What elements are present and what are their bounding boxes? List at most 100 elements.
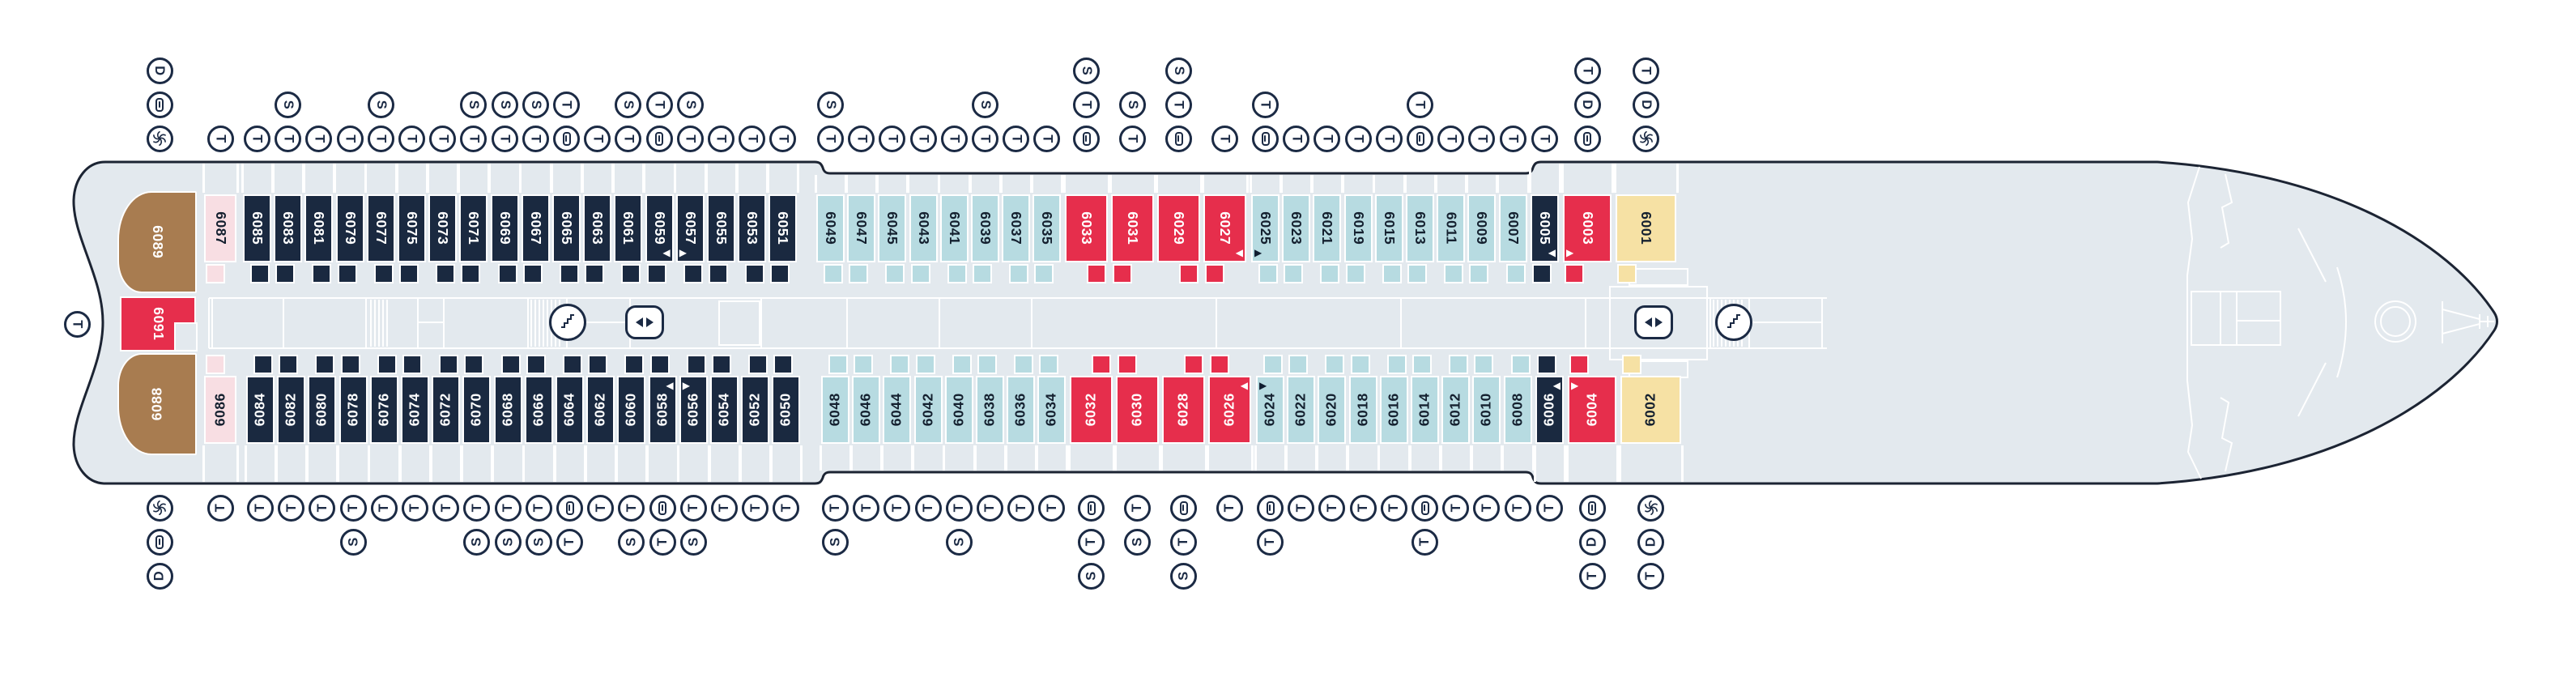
cabin-6088[interactable]: 6088 — [117, 353, 197, 455]
cabin-6049[interactable]: 6049 — [816, 194, 845, 262]
cabin-6072[interactable]: 6072 — [432, 376, 461, 444]
cabin-6046[interactable]: 6046 — [852, 376, 881, 444]
cabin-6060[interactable]: 6060 — [617, 376, 646, 444]
cabin-6010[interactable]: 6010 — [1472, 376, 1501, 444]
cabin-6033[interactable]: 6033 — [1065, 194, 1108, 262]
cabin-6081[interactable]: 6081 — [304, 194, 334, 262]
cabin-6045[interactable]: 6045 — [878, 194, 907, 262]
cabin-bathroom-box — [910, 264, 930, 283]
cabin-6014[interactable]: 6014 — [1411, 376, 1439, 444]
cabin-6053[interactable]: 6053 — [738, 194, 767, 262]
cabin-6063[interactable]: 6063 — [583, 194, 612, 262]
cabin-6015[interactable]: 6015 — [1374, 194, 1403, 262]
cabin-6061[interactable]: 6061 — [614, 194, 643, 262]
cabin-6020[interactable]: 6020 — [1318, 376, 1347, 444]
t-badge-icon: T — [708, 125, 734, 152]
cabin-6084[interactable]: 6084 — [246, 376, 275, 444]
cabin-6023[interactable]: 6023 — [1282, 194, 1311, 262]
cabin-6077[interactable]: 6077 — [366, 194, 395, 262]
cabin-6035[interactable]: 6035 — [1033, 194, 1062, 262]
cabin-6058[interactable]: 6058 ◀ — [648, 376, 677, 444]
balcony-divider — [1000, 175, 1003, 193]
cabin-6030[interactable]: 6030 — [1116, 376, 1159, 444]
cabin-6039[interactable]: 6039 — [971, 194, 999, 262]
t-badge-icon: T — [742, 494, 769, 522]
cabin-6037[interactable]: 6037 — [1002, 194, 1031, 262]
cabin-6048[interactable]: 6048 — [821, 376, 849, 444]
cabin-6078[interactable]: 6078 — [338, 376, 368, 444]
t-badge-icon: T — [1437, 125, 1465, 152]
cabin-6044[interactable]: 6044 — [883, 376, 912, 444]
cabin-6076[interactable]: 6076 — [369, 376, 398, 444]
cabin-6001[interactable]: 6001 — [1616, 194, 1676, 262]
cabin-6029[interactable]: 6029 — [1157, 194, 1200, 262]
cabin-6016[interactable]: 6016 — [1379, 376, 1408, 444]
cabin-6004[interactable]: 6004 ▶ — [1568, 376, 1616, 444]
cabin-6055[interactable]: 6055 — [707, 194, 735, 262]
cabin-6028[interactable]: 6028 — [1162, 376, 1205, 444]
cabin-6012[interactable]: 6012 — [1441, 376, 1471, 444]
cabin-6064[interactable]: 6064 — [556, 376, 584, 444]
cabin-6087[interactable]: 6087 — [204, 194, 236, 262]
cabin-6013[interactable]: 6013 — [1406, 194, 1434, 262]
cabin-6009[interactable]: 6009 — [1467, 194, 1497, 262]
cabin-6050[interactable]: 6050 — [772, 376, 801, 444]
cabin-6079[interactable]: 6079 — [335, 194, 364, 262]
cabin-6074[interactable]: 6074 — [401, 376, 429, 444]
cabin-6007[interactable]: 6007 — [1498, 194, 1527, 262]
cabin-number-label: 6019 — [1350, 211, 1367, 245]
cabin-6082[interactable]: 6082 — [277, 376, 306, 444]
cabin-6019[interactable]: 6019 — [1343, 194, 1373, 262]
cabin-6071[interactable]: 6071 — [459, 194, 488, 262]
cabin-6043[interactable]: 6043 — [909, 194, 938, 262]
cabin-6002[interactable]: 6002 — [1620, 376, 1681, 444]
cabin-6069[interactable]: 6069 — [490, 194, 519, 262]
cabin-6011[interactable]: 6011 — [1437, 194, 1466, 262]
cabin-6031[interactable]: 6031 — [1111, 194, 1154, 262]
cabin-6006[interactable]: 6006 ◀ — [1535, 376, 1564, 444]
towel-icon — [1573, 125, 1601, 152]
cabin-6041[interactable]: 6041 — [939, 194, 969, 262]
cabin-6075[interactable]: 6075 — [398, 194, 426, 262]
cabin-number-label: 6034 — [1043, 393, 1060, 427]
cabin-6073[interactable]: 6073 — [428, 194, 458, 262]
cabin-number-label: 6060 — [623, 393, 640, 427]
cabin-6003[interactable]: 6003 ▶ — [1563, 194, 1612, 262]
cabin-6038[interactable]: 6038 — [976, 376, 1004, 444]
cabin-6070[interactable]: 6070 — [462, 376, 492, 444]
s-badge-icon: S — [945, 528, 973, 556]
cabin-6067[interactable]: 6067 — [521, 194, 550, 262]
cabin-6042[interactable]: 6042 — [913, 376, 943, 444]
cabin-6089[interactable]: 6089 — [117, 191, 197, 293]
cabin-6059[interactable]: 6059 ◀ — [645, 194, 674, 262]
cabin-bathroom-box — [849, 264, 869, 283]
cabin-6062[interactable]: 6062 — [586, 376, 615, 444]
cabin-6065[interactable]: 6065 — [552, 194, 581, 262]
cabin-6021[interactable]: 6021 — [1313, 194, 1342, 262]
cabin-6025[interactable]: 6025 ▶ — [1251, 194, 1279, 262]
cabin-6022[interactable]: 6022 — [1287, 376, 1316, 444]
cabin-6051[interactable]: 6051 — [769, 194, 798, 262]
cabin-6040[interactable]: 6040 — [944, 376, 973, 444]
cabin-6052[interactable]: 6052 — [741, 376, 770, 444]
cabin-6086[interactable]: 6086 — [204, 376, 236, 444]
cabin-6068[interactable]: 6068 — [493, 376, 522, 444]
cabin-6034[interactable]: 6034 — [1037, 376, 1067, 444]
t-badge-icon: T — [1442, 494, 1470, 522]
cabin-6018[interactable]: 6018 — [1348, 376, 1377, 444]
cabin-6008[interactable]: 6008 — [1503, 376, 1532, 444]
cabin-6056[interactable]: 6056 ▶ — [679, 376, 708, 444]
cabin-6024[interactable]: 6024 ▶ — [1256, 376, 1284, 444]
cabin-6057[interactable]: 6057 ▶ — [675, 194, 705, 262]
cabin-6027[interactable]: 6027 ◀ — [1203, 194, 1246, 262]
cabin-6066[interactable]: 6066 — [524, 376, 553, 444]
cabin-6083[interactable]: 6083 — [274, 194, 303, 262]
cabin-6047[interactable]: 6047 — [847, 194, 876, 262]
cabin-6054[interactable]: 6054 — [710, 376, 739, 444]
cabin-6036[interactable]: 6036 — [1007, 376, 1036, 444]
cabin-6085[interactable]: 6085 — [243, 194, 271, 262]
cabin-6032[interactable]: 6032 — [1070, 376, 1113, 444]
cabin-6026[interactable]: 6026 ◀ — [1208, 376, 1251, 444]
cabin-6005[interactable]: 6005 ◀ — [1531, 194, 1559, 262]
cabin-6080[interactable]: 6080 — [308, 376, 337, 444]
